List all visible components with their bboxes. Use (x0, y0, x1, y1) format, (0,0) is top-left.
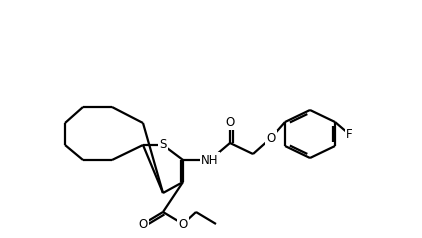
Text: O: O (266, 132, 276, 144)
Text: O: O (225, 115, 235, 129)
Text: O: O (179, 218, 188, 230)
Text: O: O (138, 218, 148, 230)
Text: S: S (160, 139, 167, 152)
Text: NH: NH (201, 154, 219, 167)
Text: F: F (346, 128, 352, 140)
